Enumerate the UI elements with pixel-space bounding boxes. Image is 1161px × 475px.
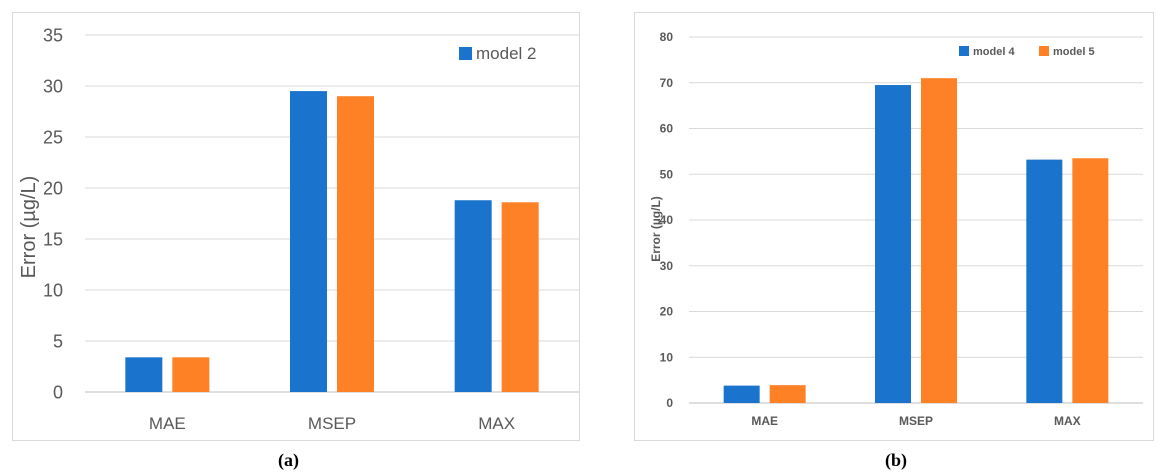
- x-tick-label: MSEP: [899, 414, 933, 428]
- x-tick-label: MSEP: [308, 414, 356, 433]
- bar-max-series-2: [501, 202, 539, 392]
- legend-label: model 4: [973, 46, 1015, 58]
- y-tick-label: 60: [660, 122, 674, 136]
- x-tick-label: MAE: [751, 414, 778, 428]
- y-tick-label: 0: [53, 382, 63, 402]
- y-tick-label: 30: [660, 259, 674, 273]
- x-tick-label: MAX: [1054, 414, 1081, 428]
- y-tick-label: 40: [660, 213, 674, 227]
- legend-swatch: [459, 47, 472, 60]
- y-tick-label: 35: [43, 25, 63, 45]
- y-tick-label: 10: [660, 350, 674, 364]
- y-tick-label: 10: [43, 280, 63, 300]
- bar-msep-series-1: [875, 85, 911, 403]
- bar-msep-series-2: [337, 96, 374, 392]
- chart-a: 0 5 10 15 20 25 30 35 MAE MSEP MAX Error (µg/L) mode…: [18, 25, 579, 433]
- bar-max-series-1: [1026, 159, 1063, 403]
- bar-mae-series-1: [125, 357, 163, 392]
- x-tick-label: MAE: [149, 414, 186, 433]
- y-tick-label: 80: [660, 30, 674, 44]
- legend-swatch: [959, 46, 969, 56]
- y-axis-label: Error (µg/L): [649, 196, 663, 262]
- caption-b: (b): [885, 450, 907, 470]
- legend-label: model 2: [476, 44, 536, 63]
- y-tick-label: 20: [43, 178, 63, 198]
- bar-mae-series-2: [172, 357, 210, 392]
- bar-mae-series-2: [769, 385, 806, 403]
- y-tick-label: 0: [666, 396, 673, 410]
- bar-mae-series-1: [723, 385, 760, 403]
- y-tick-label: 5: [53, 331, 63, 351]
- x-tick-label: MAX: [478, 414, 515, 433]
- y-tick-label: 30: [43, 76, 63, 96]
- y-tick-label: 15: [43, 229, 63, 249]
- chart-panel-b: 0 10 20 30 40 50 60 70 80 MAE MSEP MAX Error (µg/L) m…: [634, 12, 1154, 441]
- caption-a: (a): [278, 450, 299, 470]
- legend-label: model 5: [1053, 46, 1095, 58]
- y-tick-label: 25: [43, 127, 63, 147]
- y-tick-label: 20: [660, 305, 674, 319]
- chart-b: 0 10 20 30 40 50 60 70 80 MAE MSEP MAX Error (µg/L) m…: [649, 30, 1143, 428]
- bar-msep-series-1: [290, 91, 327, 392]
- bar-max-series-1: [454, 200, 492, 392]
- y-tick-label: 50: [660, 167, 674, 181]
- chart-panel-a: 0 5 10 15 20 25 30 35 MAE MSEP MAX Error (µg/L) mode…: [12, 12, 580, 441]
- y-tick-label: 70: [660, 76, 674, 90]
- bar-msep-series-2: [921, 78, 957, 404]
- bar-max-series-2: [1072, 158, 1109, 403]
- legend-swatch: [1039, 46, 1049, 56]
- y-axis-label: Error (µg/L): [18, 176, 40, 279]
